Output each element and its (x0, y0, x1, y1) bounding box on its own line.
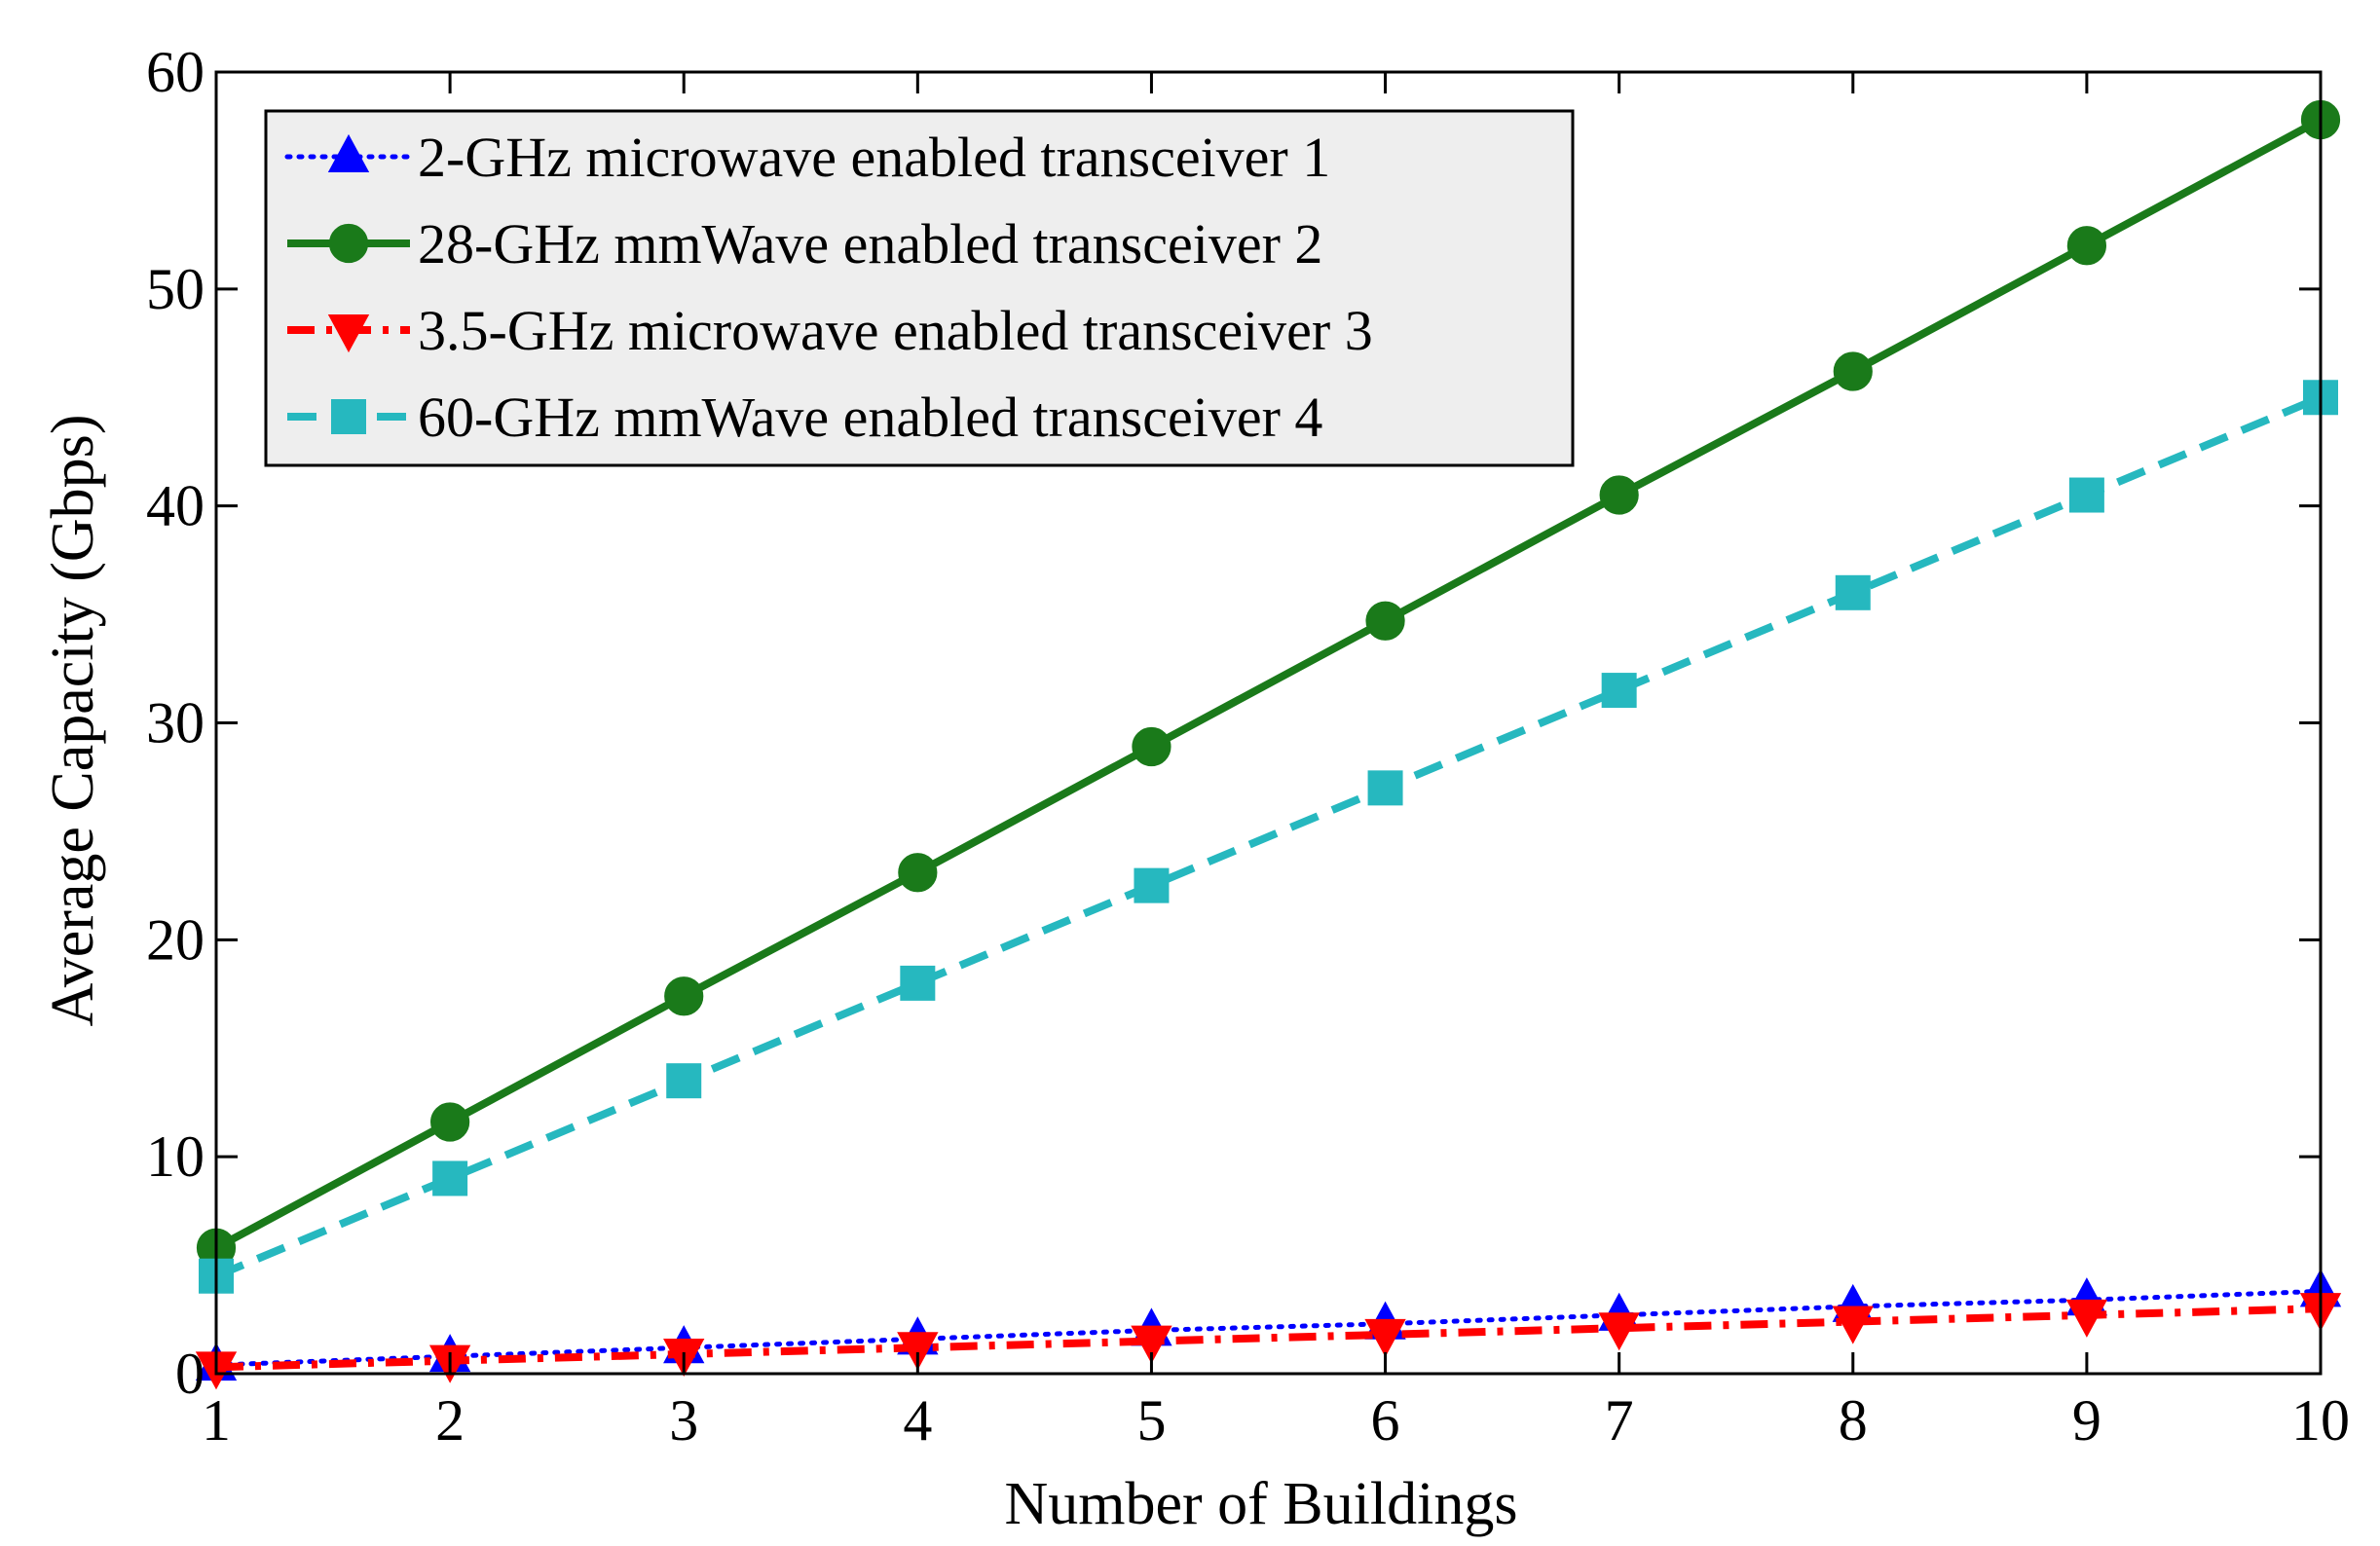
axes: 1 2 3 4 5 6 7 8 9 10 0 10 20 30 40 50 60 (146, 40, 2350, 1453)
x-tick-label: 2 (435, 1388, 465, 1453)
plot-area (195, 99, 2342, 1390)
y-tick-label: 50 (146, 257, 205, 321)
x-tick-label: 9 (2072, 1388, 2101, 1453)
data-point (432, 1160, 468, 1196)
data-point (1131, 1325, 1172, 1364)
y-tick-label: 30 (146, 691, 205, 755)
data-point (1832, 1306, 1874, 1344)
data-point (1599, 475, 1639, 515)
series-line-2 (214, 116, 2323, 1252)
data-point (898, 853, 938, 893)
x-axis-title: Number of Buildings (1005, 1471, 1518, 1537)
series-line-3 (215, 1305, 2322, 1372)
data-point (1601, 673, 1637, 709)
series-2 (196, 99, 2341, 1268)
x-tick-label: 8 (1839, 1388, 1868, 1453)
y-tick-label: 60 (146, 40, 205, 104)
x-tick-label: 6 (1371, 1388, 1400, 1453)
x-tick-label: 5 (1136, 1388, 1166, 1453)
x-tick-label: 10 (2291, 1388, 2350, 1453)
legend-box (264, 109, 1575, 467)
series-line-4 (214, 393, 2323, 1280)
data-point (2065, 1299, 2108, 1338)
series-3 (195, 1293, 2342, 1390)
data-point (430, 1102, 470, 1142)
legend-label: 3.5-GHz microwave enabled transceiver 3 (418, 299, 1373, 362)
data-point (2066, 226, 2106, 266)
data-point (1132, 726, 1171, 767)
x-tick-label: 1 (202, 1388, 231, 1453)
legend: 2-GHz microwave enabled transceiver 1 28-… (264, 109, 1575, 467)
data-point (1835, 574, 1871, 610)
y-tick-label: 0 (175, 1342, 205, 1406)
series-line-1 (213, 1288, 2324, 1368)
data-point (1364, 1318, 1406, 1357)
legend-label: 28-GHz mmWave enabled transceiver 2 (418, 212, 1322, 276)
x-tick-label: 3 (669, 1388, 698, 1453)
data-point (666, 1063, 702, 1099)
data-point (900, 965, 936, 1001)
y-tick-label: 20 (146, 907, 205, 972)
data-point (1134, 867, 1170, 903)
legend-swatch-marker (328, 223, 369, 264)
legend-swatch-marker (327, 314, 370, 353)
data-point (2068, 477, 2104, 513)
y-tick-label: 40 (146, 474, 205, 538)
x-tick-label: 4 (903, 1388, 932, 1453)
data-point (897, 1332, 939, 1371)
legend-label: 60-GHz mmWave enabled transceiver 4 (418, 386, 1322, 449)
data-point (1598, 1312, 1640, 1351)
legend-swatch-marker (327, 133, 370, 172)
legend-label: 2-GHz microwave enabled transceiver 1 (418, 126, 1330, 189)
data-point (1365, 601, 1405, 641)
x-tick-label: 7 (1605, 1388, 1634, 1453)
y-axis-title: Average Capacity (Gbps) (40, 415, 106, 1027)
data-point (664, 976, 704, 1016)
y-tick-label: 10 (146, 1124, 205, 1189)
legend-swatch-marker (331, 399, 366, 434)
data-point (1367, 770, 1403, 806)
data-point (1833, 351, 1873, 391)
